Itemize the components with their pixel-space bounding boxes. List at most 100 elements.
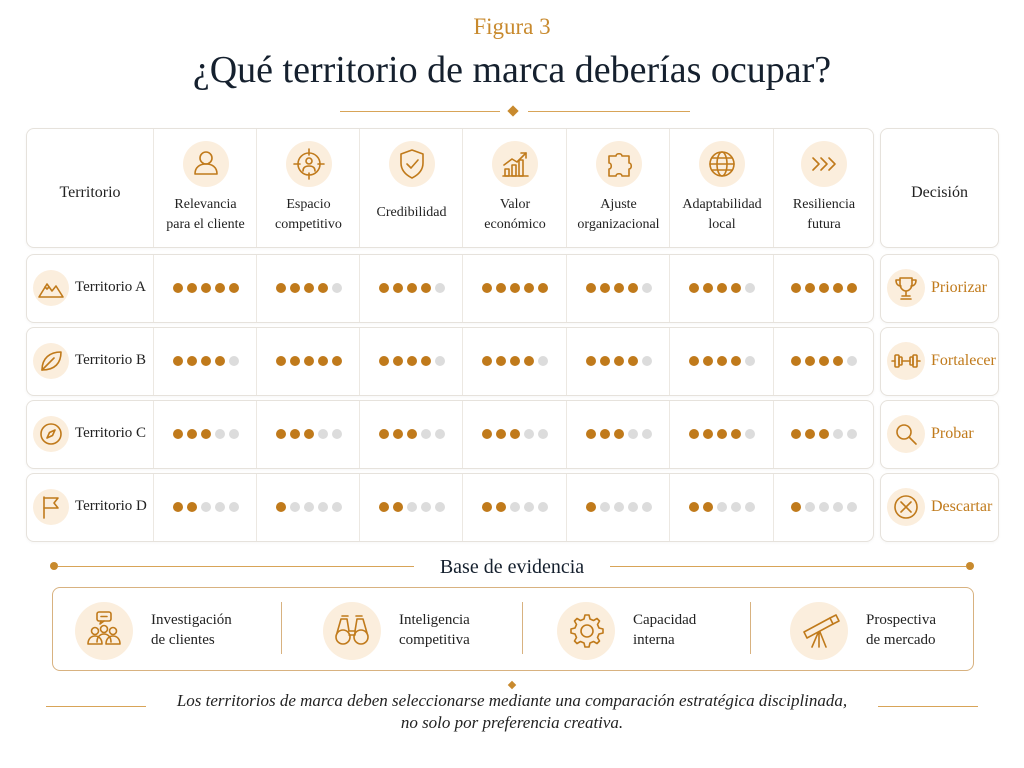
score-dot-filled	[406, 283, 417, 293]
evidence-label-line-2: de mercado	[866, 632, 936, 648]
score-dot-empty	[847, 502, 857, 512]
score-dot-empty	[200, 502, 211, 512]
score-rating	[567, 283, 670, 295]
score-dot-filled	[524, 356, 534, 366]
criterion-label: Valor económico	[463, 195, 567, 235]
score-dot-filled	[378, 356, 389, 366]
score-dot-filled	[482, 283, 492, 293]
evidence-label-line-2: de clientes	[151, 632, 215, 648]
score-dot-filled	[289, 283, 300, 293]
criterion-label-line-2: competitivo	[275, 217, 342, 232]
score-rating	[774, 356, 874, 368]
dumbbell-icon	[887, 342, 925, 380]
criterion-label: Espacio competitivo	[257, 195, 360, 235]
score-cell	[256, 401, 360, 468]
criterion-header-espacio: Espacio competitivo	[256, 129, 360, 247]
score-rating	[567, 502, 670, 514]
score-dot-empty	[613, 502, 624, 512]
corner-label: Territorio	[59, 184, 121, 201]
score-rating	[360, 429, 463, 441]
globe-icon	[699, 141, 745, 187]
score-rating	[463, 429, 567, 441]
score-dot-filled	[275, 502, 286, 512]
score-cell	[773, 474, 874, 541]
score-dot-empty	[524, 429, 534, 439]
score-rating	[463, 283, 567, 295]
criterion-label: Credibilidad	[360, 203, 463, 223]
evidence-label-line-1: Investigación	[151, 612, 232, 628]
criterion-header-adaptabilidad: Adaptabilidad local	[669, 129, 774, 247]
criterion-label: Ajuste organizacional	[567, 195, 670, 235]
territory-name: Territorio B	[75, 352, 147, 368]
score-dot-filled	[378, 502, 389, 512]
evidence-item-inteligencia: Inteligencia competitiva	[301, 588, 501, 672]
score-dot-filled	[833, 283, 843, 293]
score-cell	[153, 401, 257, 468]
footnote: Los territorios de marca deben seleccion…	[0, 690, 1024, 734]
evidence-panel: Investigación de clientes Inteligencia comp…	[52, 587, 974, 671]
score-dot-empty	[228, 429, 239, 439]
score-dot-filled	[731, 429, 741, 439]
score-dot-empty	[406, 502, 417, 512]
criterion-header-resiliencia: Resiliencia futura	[773, 129, 874, 247]
score-dot-filled	[172, 356, 183, 366]
score-dot-empty	[303, 502, 314, 512]
score-dot-filled	[613, 429, 624, 439]
score-dot-filled	[585, 356, 596, 366]
score-dot-filled	[172, 429, 183, 439]
figure-label: Figura 3	[473, 14, 551, 39]
score-dot-filled	[331, 356, 342, 366]
score-dot-filled	[627, 283, 638, 293]
criterion-label-line-1: Espacio	[286, 197, 331, 212]
score-dot-filled	[627, 356, 638, 366]
score-dot-filled	[791, 356, 801, 366]
score-dot-filled	[703, 429, 713, 439]
evidence-divider-dot-right	[966, 562, 974, 570]
score-dot-filled	[717, 429, 727, 439]
score-dot-filled	[289, 356, 300, 366]
score-dot-empty	[538, 502, 548, 512]
score-dot-filled	[289, 429, 300, 439]
score-cell	[359, 401, 463, 468]
footnote-line-1: Los territorios de marca deben seleccion…	[176, 691, 848, 710]
score-dot-empty	[331, 429, 342, 439]
flag-icon	[33, 489, 69, 525]
score-dot-filled	[392, 429, 403, 439]
decision-fortalecer: Fortalecer	[880, 327, 999, 396]
score-dot-empty	[317, 502, 328, 512]
score-cell	[566, 328, 670, 395]
score-cell	[359, 255, 463, 322]
score-rating	[154, 429, 257, 441]
score-dot-filled	[703, 356, 713, 366]
score-dot-empty	[538, 356, 548, 366]
criterion-label-line-2: organizacional	[577, 217, 660, 232]
score-dot-filled	[200, 429, 211, 439]
territory-name-cell: Territorio A	[27, 255, 153, 322]
score-dot-filled	[510, 283, 520, 293]
score-rating	[257, 502, 360, 514]
score-dot-filled	[510, 429, 520, 439]
score-dot-filled	[392, 356, 403, 366]
criterion-label-line-2: económico	[484, 217, 546, 232]
title-ornament	[340, 105, 690, 118]
criterion-header-relevancia: Relevancia para el cliente	[153, 129, 257, 247]
evidence-separator	[281, 602, 282, 654]
criterion-label-line-1: Adaptabilidad	[682, 197, 762, 212]
score-dot-filled	[731, 356, 741, 366]
criterion-label-line-2: futura	[807, 217, 841, 232]
footnote-line-2: no solo por preferencia creativa.	[400, 713, 624, 732]
score-dot-empty	[745, 283, 755, 293]
territory-row-territorio-d: Territorio D	[26, 473, 874, 542]
score-dot-filled	[819, 429, 829, 439]
score-dot-filled	[613, 283, 624, 293]
score-cell	[669, 474, 774, 541]
score-dot-empty	[745, 502, 755, 512]
score-dot-filled	[214, 283, 225, 293]
evidence-label-line-1: Prospectiva	[866, 612, 936, 628]
score-cell	[359, 328, 463, 395]
score-dot-filled	[791, 502, 801, 512]
evidence-label: Capacidad interna	[633, 610, 696, 650]
compass-icon	[33, 416, 69, 452]
score-dot-filled	[214, 356, 225, 366]
score-dot-empty	[745, 356, 755, 366]
